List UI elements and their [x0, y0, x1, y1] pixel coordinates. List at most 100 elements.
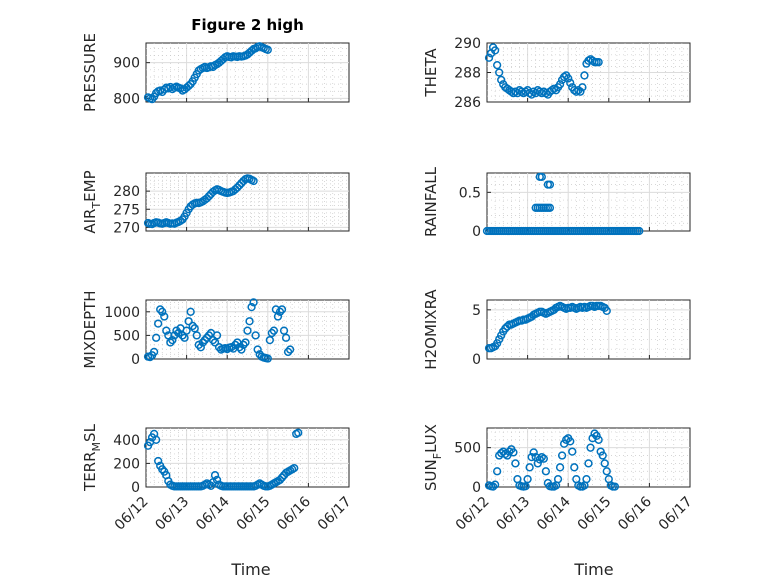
subplots-container: 800 900 PRESSURE Figure 2 high 286 288 290 THET…	[81, 16, 696, 534]
data-point	[235, 181, 244, 190]
data-point	[566, 437, 575, 446]
data-point	[572, 87, 581, 96]
data-point	[263, 45, 272, 54]
data-point	[545, 180, 555, 189]
data-point	[570, 463, 579, 472]
data-point	[592, 431, 601, 441]
data-point	[149, 347, 159, 357]
data-point	[235, 343, 244, 352]
data-point	[277, 305, 287, 314]
data-point	[158, 307, 167, 316]
xtick-label: 06/13	[152, 494, 192, 534]
data-point	[196, 343, 205, 352]
ylabel: THETA	[422, 48, 440, 98]
data-point	[594, 58, 603, 67]
data-point	[251, 331, 260, 340]
data-point	[188, 321, 197, 331]
data-point	[208, 335, 218, 345]
ylabel-subscript: T	[90, 202, 103, 210]
data-point	[279, 326, 289, 335]
data-point	[576, 87, 585, 96]
data-point	[290, 463, 299, 473]
data-point	[273, 312, 283, 321]
data-point	[493, 60, 502, 70]
data-point	[566, 78, 575, 87]
xlabel-right: Time	[573, 560, 613, 579]
data-point	[497, 75, 506, 85]
data-point	[245, 317, 254, 326]
data-point	[239, 340, 248, 349]
ylabel-rest: EMP	[81, 170, 99, 201]
ylabel: RAINFALL	[422, 166, 440, 237]
data-point	[269, 326, 279, 335]
series-markers	[484, 301, 611, 353]
ytick-label: 900	[113, 56, 140, 72]
data-point	[537, 452, 546, 462]
ylabel: H2OMIXRA	[422, 289, 440, 370]
data-point	[582, 474, 591, 484]
data-point	[562, 435, 571, 444]
xtick-label: 06/17	[315, 494, 355, 534]
data-point	[253, 345, 262, 354]
series-markers	[484, 429, 620, 491]
data-point	[233, 183, 242, 192]
ylabel-rest: LUX	[422, 424, 440, 453]
series-markers	[143, 42, 272, 104]
xtick-label: 06/17	[656, 494, 696, 534]
subplot-sunflux: 0 500 06/12 06/13 06/14 06/15 06/16 06/17 SUNFLU…	[422, 424, 696, 534]
ytick-label: 200	[113, 456, 140, 472]
data-point	[564, 74, 573, 83]
xtick-label: 06/12	[112, 494, 152, 534]
ylabel: SUNFLUX	[422, 424, 444, 491]
data-point	[168, 335, 177, 345]
series-markers	[143, 174, 258, 229]
ytick-label: 0	[472, 352, 481, 368]
xtick-label: 06/13	[493, 494, 533, 534]
ytick-label: 275	[113, 202, 140, 218]
data-point	[184, 81, 193, 91]
ylabel: TERRMSL	[81, 423, 103, 492]
data-point	[241, 338, 250, 347]
data-point	[200, 335, 210, 345]
data-point	[600, 459, 609, 468]
data-point	[178, 331, 187, 340]
series-markers	[482, 172, 644, 236]
subplot-airtemp: 270 275 280 AIRTEMP	[81, 170, 350, 236]
data-point	[170, 331, 179, 340]
series-markers	[143, 298, 295, 363]
series-markers	[484, 43, 603, 99]
ylabel: PRESSURE	[81, 33, 99, 112]
data-point	[533, 459, 542, 468]
data-point	[495, 335, 504, 344]
data-point	[162, 326, 171, 335]
axes-frame	[145, 42, 350, 103]
data-point	[590, 429, 599, 438]
data-point	[523, 474, 532, 484]
data-point	[186, 307, 195, 316]
data-point	[555, 463, 565, 472]
data-point	[190, 324, 199, 333]
subplot-terrmsl: 0 200 400 06/12 06/13 06/14 06/15 06/16 06/17 TER…	[81, 423, 355, 533]
data-point	[160, 312, 169, 321]
data-point	[294, 428, 303, 437]
data-point	[152, 333, 161, 342]
data-point	[525, 463, 534, 472]
data-point	[249, 298, 258, 307]
data-point	[231, 340, 240, 349]
ytick-label: 286	[454, 95, 481, 111]
data-point	[635, 226, 644, 236]
data-point	[247, 302, 256, 312]
data-point	[488, 482, 498, 491]
data-point	[493, 339, 502, 348]
xtick-label: 06/12	[453, 494, 493, 534]
data-point	[521, 482, 530, 491]
data-point	[285, 345, 295, 354]
data-point	[247, 46, 256, 56]
ylabel-main: PRESSURE	[81, 33, 99, 112]
ytick-label: 0	[131, 480, 140, 496]
ytick-label: 270	[113, 220, 140, 236]
data-point	[198, 338, 207, 347]
data-point	[172, 326, 181, 335]
subplot-mixdepth: 0 500 1000 MIXDEPTH	[81, 290, 350, 369]
